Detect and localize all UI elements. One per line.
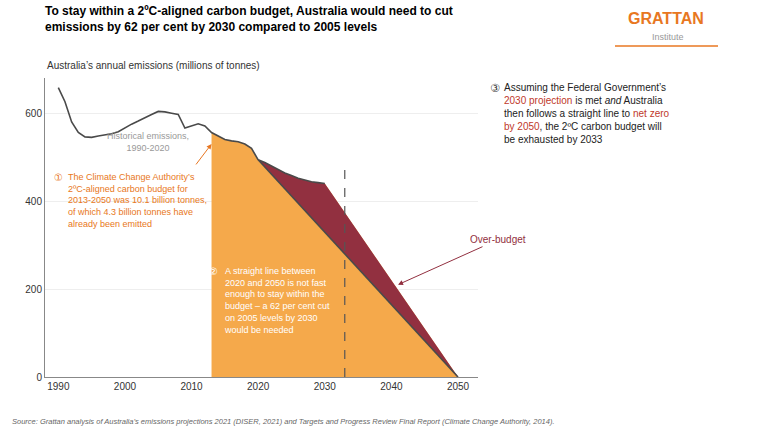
svg-text:600: 600 [25, 108, 42, 119]
svg-text:Assuming the Federal Governmen: Assuming the Federal Government’s2030 pr… [504, 82, 670, 145]
svg-text:2000: 2000 [114, 381, 137, 392]
svg-text:2040: 2040 [380, 381, 403, 392]
svg-text:Over-budget: Over-budget [470, 234, 526, 245]
svg-text:2020: 2020 [247, 381, 270, 392]
svg-text:Historical emissions,1990-2020: Historical emissions,1990-2020 [107, 131, 189, 153]
svg-text:2050: 2050 [447, 381, 470, 392]
svg-text:③: ③ [490, 82, 500, 94]
svg-text:A straight line between2020 an: A straight line between2020 and 2050 is … [224, 266, 330, 335]
svg-text:To stay within a 2ºC-aligned c: To stay within a 2ºC-aligned carbon budg… [45, 4, 453, 34]
svg-text:200: 200 [25, 284, 42, 295]
svg-text:Source: Grattan analysis of Au: Source: Grattan analysis of Australia’s … [12, 417, 555, 426]
svg-text:0: 0 [36, 372, 42, 383]
svg-text:The Climate Change Authority’s: The Climate Change Authority’s2ºC-aligne… [68, 172, 207, 229]
svg-text:②: ② [209, 266, 218, 277]
svg-text:Australia’s annual emissions (: Australia’s annual emissions (millions o… [47, 60, 260, 71]
svg-text:2030: 2030 [314, 381, 337, 392]
svg-text:1990: 1990 [47, 381, 70, 392]
svg-text:2010: 2010 [180, 381, 203, 392]
svg-text:①: ① [54, 172, 63, 183]
svg-text:Institute: Institute [652, 32, 684, 42]
svg-text:GRATTAN: GRATTAN [628, 10, 704, 27]
svg-text:400: 400 [25, 196, 42, 207]
